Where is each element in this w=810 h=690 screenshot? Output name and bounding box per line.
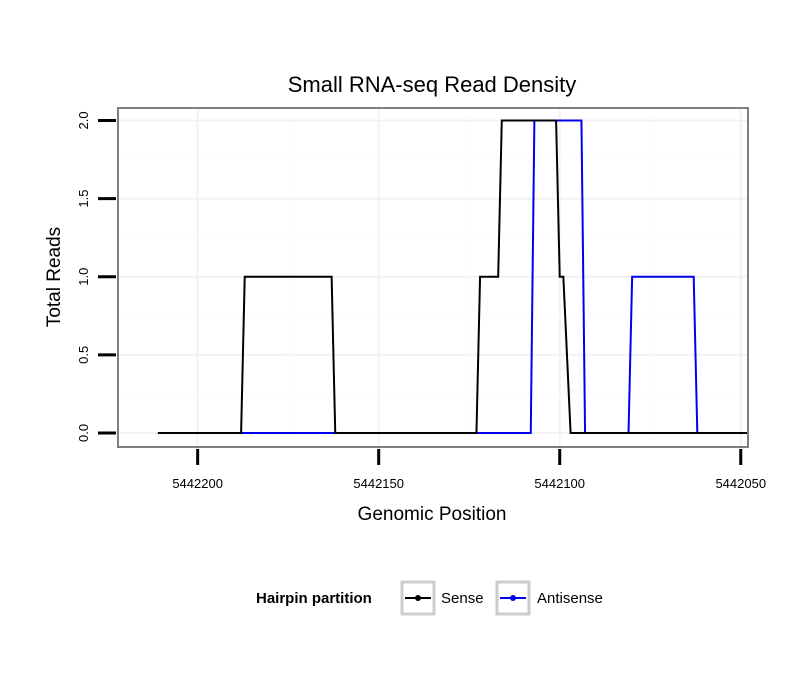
x-tick-label: 5442100 xyxy=(534,476,585,491)
legend-dot-antisense xyxy=(510,595,516,601)
x-axis-title: Genomic Position xyxy=(358,504,507,525)
x-tick-label: 5442200 xyxy=(172,476,223,491)
legend-item-sense: Sense xyxy=(400,580,484,616)
series-line-sense xyxy=(157,119,748,434)
legend: Hairpin partition Sense Antisense xyxy=(256,580,603,616)
legend-dot-sense xyxy=(415,595,421,601)
y-tick-label: 0.5 xyxy=(76,346,91,364)
y-tick-label: 0.0 xyxy=(76,424,91,442)
x-tick-label: 5442150 xyxy=(353,476,404,491)
y-tick-label: 2.0 xyxy=(76,111,91,129)
x-tick-label: 5442050 xyxy=(715,476,766,491)
series-layer xyxy=(157,119,748,434)
chart-title: Small RNA-seq Read Density xyxy=(288,72,577,97)
legend-label-sense: Sense xyxy=(441,590,484,607)
legend-item-antisense: Antisense xyxy=(495,580,603,616)
x-axis: 5442200 5442150 5442100 5442050 xyxy=(172,449,766,491)
y-tick-label: 1.5 xyxy=(76,190,91,208)
y-axis-title: Total Reads xyxy=(44,227,65,327)
legend-title: Hairpin partition xyxy=(256,590,372,607)
y-axis: 0.0 0.5 1.0 1.5 2.0 xyxy=(76,111,116,442)
y-tick-label: 1.0 xyxy=(76,268,91,286)
legend-label-antisense: Antisense xyxy=(537,590,603,607)
plot-border xyxy=(117,107,749,448)
